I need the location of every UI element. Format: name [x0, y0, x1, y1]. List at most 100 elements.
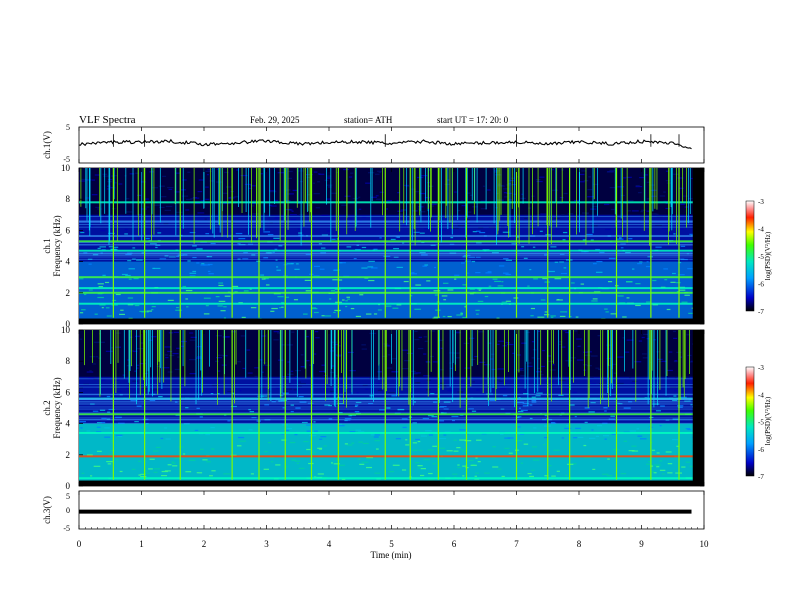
spec-noise: [140, 473, 146, 475]
spec-noise: [161, 474, 168, 477]
ch1-waveform: [78, 134, 692, 150]
spec-noise: [322, 479, 326, 481]
spec-noise: [115, 416, 122, 418]
spec-noise: [211, 384, 218, 386]
spec-noise: [584, 354, 591, 356]
spec-noise: [426, 379, 432, 381]
spec-noise: [232, 392, 235, 394]
ch3-ytick-label: -5: [63, 524, 70, 533]
spec-noise: [656, 351, 661, 353]
spec-thin-band: [79, 222, 694, 224]
spec-noise: [274, 248, 278, 250]
spec-noise: [232, 221, 236, 223]
spec-thin-band: [79, 393, 694, 395]
spec-noise: [487, 342, 492, 344]
spec-noise: [663, 268, 669, 270]
spec-noise: [428, 434, 434, 436]
spec-noise: [99, 409, 106, 411]
spec-noise: [148, 468, 153, 470]
spec-noise: [441, 295, 448, 297]
spec-noise: [356, 392, 359, 394]
spec-noise: [551, 377, 557, 379]
spec-noise: [439, 339, 444, 341]
spec-noise: [86, 430, 91, 432]
spec-noise: [518, 397, 521, 399]
spec-noise: [298, 395, 304, 398]
spec-noise: [279, 395, 284, 397]
spec-noise: [679, 187, 684, 189]
spec-noise: [588, 380, 592, 382]
spec-noise: [337, 403, 344, 405]
spec-noise: [491, 368, 496, 371]
spec-noise: [175, 309, 182, 311]
freq-tick-label: 0: [66, 481, 71, 491]
spec-noise: [551, 189, 559, 191]
spec-noise: [631, 210, 639, 212]
spec-noise: [338, 345, 341, 347]
spec-noise: [242, 367, 246, 369]
spec-noise: [293, 389, 298, 391]
ch3-ytick-label: 0: [66, 506, 70, 515]
spec-noise: [642, 357, 648, 359]
spec-noise: [559, 341, 563, 343]
spec-noise: [386, 199, 393, 202]
spec-noise: [518, 407, 521, 409]
spec-noise: [230, 405, 237, 408]
ch3-ytick-label: 5: [66, 492, 70, 501]
spec-noise: [115, 434, 123, 436]
x-tick-label: 7: [514, 539, 519, 549]
spec-noise: [296, 462, 299, 465]
spec-noise: [553, 449, 560, 451]
spec-noise: [194, 202, 201, 205]
spec-noise: [673, 233, 676, 235]
spec-noise: [108, 408, 115, 411]
spec-noise: [349, 370, 356, 372]
spec-noise: [201, 263, 205, 265]
spec-noise: [519, 368, 524, 370]
spec-noise: [447, 315, 452, 318]
spec-noise: [440, 369, 444, 371]
spec-noise: [651, 471, 655, 473]
spec-noise: [294, 370, 301, 372]
spec-noise: [584, 456, 592, 459]
spec-noise: [622, 177, 626, 179]
spec-noise: [175, 211, 183, 213]
spec-noise: [210, 426, 215, 429]
spec-noise: [297, 228, 301, 230]
spec-noise: [461, 204, 467, 207]
spec-noise: [79, 312, 84, 314]
spec-noise: [291, 459, 297, 461]
ch2-colorbar-label: log(PSD)(V²/Hz): [764, 396, 772, 445]
spec-noise: [590, 239, 594, 241]
spec-noise: [355, 404, 359, 406]
spec-noise: [624, 351, 630, 353]
spec-noise: [333, 311, 336, 314]
spec-noise: [227, 390, 234, 393]
spec-noise: [428, 472, 433, 475]
spec-noise: [305, 290, 312, 292]
spec-noise: [607, 458, 610, 460]
spec-noise: [411, 449, 418, 451]
spec-noise: [287, 373, 294, 375]
spec-noise: [176, 255, 180, 257]
spec-noise: [401, 469, 407, 471]
spec-noise: [544, 415, 547, 417]
spec-noise: [556, 470, 560, 472]
spec-noise: [145, 237, 150, 240]
spec-noise: [124, 228, 128, 231]
spec-noise: [542, 277, 547, 280]
spec-noise: [260, 395, 268, 397]
spec-noise: [546, 380, 553, 383]
spec-noise: [355, 429, 362, 431]
spec-noise: [629, 430, 637, 432]
spec-noise: [516, 236, 520, 238]
spec-noise: [439, 437, 447, 440]
spec-noise: [111, 304, 118, 306]
spec-noise: [423, 459, 430, 461]
spec-noise: [284, 429, 290, 432]
spec-noise: [298, 467, 305, 470]
spec-noise: [416, 382, 421, 384]
spec-noise: [355, 401, 362, 404]
spec-noise: [390, 238, 396, 241]
spec-noise: [546, 360, 554, 363]
